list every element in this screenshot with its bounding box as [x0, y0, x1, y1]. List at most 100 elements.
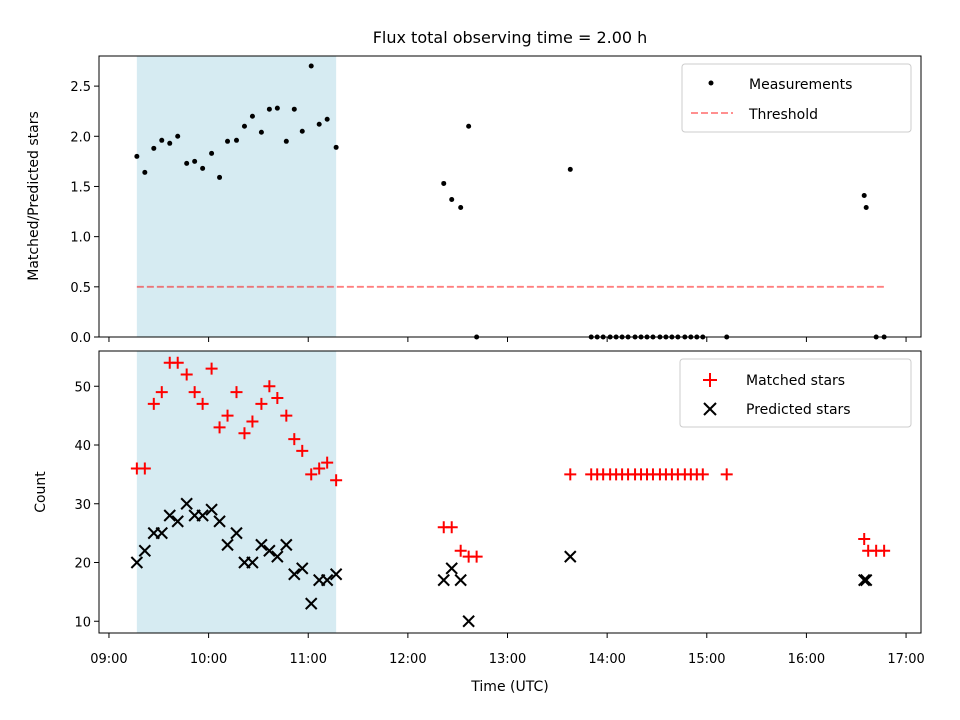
legend-predicted-label: Predicted stars	[746, 402, 851, 418]
predicted-star-point	[221, 538, 234, 552]
x-tick-label: 17:00	[887, 652, 924, 667]
predicted-star-point	[138, 544, 152, 557]
matched-star-point	[330, 474, 343, 487]
legend-predicted-marker	[703, 402, 717, 416]
legend-threshold-label: Threshold	[748, 107, 818, 123]
top-y-ticks: 0.0 0.5 1.0 1.5 2.0 2.5	[70, 80, 99, 346]
predicted-star-point	[213, 515, 226, 528]
measurement-point	[167, 140, 173, 146]
bottom-axes-frame	[98, 350, 922, 634]
matched-star-point	[196, 397, 209, 410]
top-x-ticks	[108, 337, 907, 342]
measurement-point	[567, 166, 573, 172]
x-tick-label: 16:00	[788, 652, 825, 667]
measurement-point	[134, 153, 140, 159]
measurement-point	[249, 113, 255, 119]
predicted-star-point	[130, 556, 144, 569]
matched-star-point	[878, 544, 891, 557]
matched-star-point	[445, 521, 458, 534]
measurement-point	[151, 145, 157, 151]
bottom-y-tick-label: 50	[74, 380, 91, 395]
measurement-point	[324, 116, 330, 122]
predicted-star-point	[205, 503, 218, 516]
predicted-star-point	[163, 509, 176, 522]
matched-star-point	[246, 415, 259, 428]
matched-star-point	[564, 468, 577, 481]
legend-measurement-marker	[708, 80, 714, 86]
x-tick-label: 11:00	[290, 652, 327, 667]
measurement-point	[861, 192, 867, 198]
measurement-point	[200, 165, 206, 171]
measurement-point	[466, 123, 472, 129]
matched-star-point	[858, 533, 871, 545]
predicted-star-point	[454, 573, 467, 587]
measurement-point	[258, 129, 264, 135]
predicted-star-point	[320, 573, 334, 587]
measurement-point	[142, 169, 148, 175]
top-y-tick-label: 0.5	[70, 281, 91, 296]
x-tick-label: 14:00	[588, 652, 625, 667]
predicted-star-point	[171, 515, 184, 528]
bottom-x-ticks: 09:00 10:00 11:00 12:00 13:00 14:00 15:00 16:00…	[90, 633, 925, 667]
matched-star-point	[147, 397, 160, 410]
predicted-star-point	[196, 509, 209, 522]
measurement-point	[233, 137, 239, 143]
measurement-point	[175, 133, 181, 139]
measurement-point	[266, 106, 272, 112]
matched-star-point	[271, 392, 284, 404]
matched-star-point	[213, 421, 226, 434]
measurement-point	[441, 180, 447, 186]
measurement-point	[333, 144, 339, 150]
top-y-tick-label: 2.5	[70, 80, 91, 95]
measurement-point	[863, 205, 869, 211]
measurement-point	[299, 128, 305, 134]
matched-star-point	[255, 397, 268, 410]
matched-star-point	[696, 468, 709, 481]
predicted-star-point	[280, 538, 293, 552]
matched-star-point	[155, 386, 168, 399]
legend-measurements-label: Measurements	[749, 77, 852, 93]
measurement-point	[316, 121, 322, 127]
predicted-star-point	[859, 573, 873, 587]
measurement-point	[308, 63, 314, 69]
bottom-y-tick-label: 40	[74, 439, 91, 454]
bottom-matched-points	[130, 356, 891, 563]
measurement-point	[209, 150, 215, 156]
bottom-y-ticks: 10 20 30 40 50	[74, 380, 99, 630]
measurement-point	[274, 105, 280, 111]
matched-star-point	[470, 550, 483, 563]
predicted-star-point	[296, 562, 309, 575]
matched-star-point	[454, 544, 467, 557]
measurement-point	[225, 138, 231, 144]
predicted-star-point	[288, 568, 301, 581]
bottom-legend-box	[679, 358, 912, 428]
matched-star-point	[305, 468, 318, 481]
x-tick-label: 10:00	[190, 652, 227, 667]
top-legend: Measurements Threshold	[681, 63, 912, 133]
top-y-tick-label: 0.0	[70, 331, 91, 346]
predicted-star-point	[255, 538, 268, 552]
measurement-point	[283, 138, 289, 144]
x-tick-label: 15:00	[688, 652, 725, 667]
matched-star-point	[313, 462, 326, 475]
measurement-point	[449, 197, 455, 203]
top-y-tick-label: 2.0	[70, 130, 91, 145]
predicted-star-point	[564, 550, 577, 563]
top-legend-box	[681, 63, 912, 133]
legend-matched-label: Matched stars	[746, 373, 845, 389]
matched-star-point	[263, 380, 276, 393]
measurement-point	[458, 205, 464, 211]
predicted-star-point	[263, 544, 276, 557]
matched-star-point	[138, 462, 151, 475]
matched-star-point	[296, 444, 309, 457]
matched-star-point	[230, 386, 243, 399]
matched-star-point	[288, 433, 301, 446]
top-y-tick-label: 1.5	[70, 180, 91, 195]
matched-star-point	[180, 368, 193, 381]
x-tick-label: 13:00	[489, 652, 526, 667]
matched-star-point	[238, 427, 251, 440]
predicted-star-point	[180, 497, 193, 510]
bottom-predicted-points	[130, 497, 873, 628]
measurement-point	[159, 137, 165, 143]
